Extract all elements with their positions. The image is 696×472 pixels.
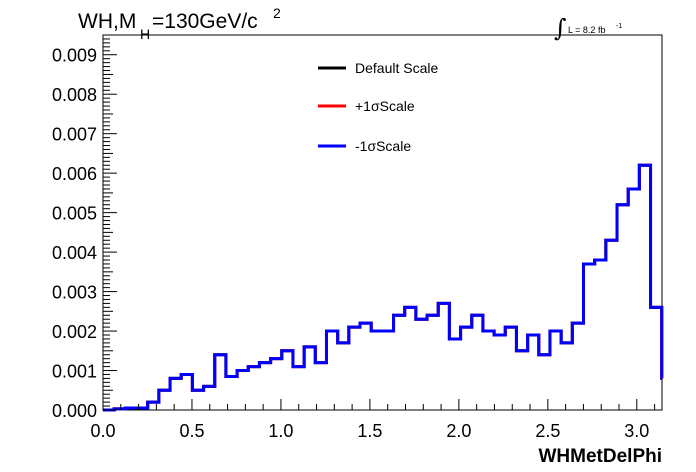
x-tick-label: 1.5 bbox=[357, 421, 382, 441]
y-tick-label: 0.008 bbox=[52, 85, 97, 105]
legend-label-0: Default Scale bbox=[355, 60, 438, 76]
y-tick-label: 0.003 bbox=[52, 283, 97, 303]
x-tick-label: 3.0 bbox=[624, 421, 649, 441]
legend-label-2: -1σScale bbox=[355, 138, 411, 154]
lumi-text: L = 8.2 fb bbox=[568, 25, 605, 35]
x-tick-label: 0.5 bbox=[179, 421, 204, 441]
axes-group bbox=[102, 38, 656, 411]
lumi-label: ∫ L = 8.2 fb -1 bbox=[554, 14, 622, 42]
legend: Default Scale +1σScale -1σScale bbox=[318, 60, 438, 154]
y-tick-label: 0.006 bbox=[52, 164, 97, 184]
series-group bbox=[103, 163, 664, 412]
y-tick-label: 0.004 bbox=[52, 243, 97, 263]
chart-title: WH,M H =130GeV/c 2 bbox=[78, 5, 281, 42]
x-axis-title: WHMetDelPhi bbox=[539, 446, 663, 467]
x-tick-labels: 0.0 0.5 1.0 1.5 2.0 2.5 3.0 bbox=[90, 421, 649, 441]
y-tick-label: 0.000 bbox=[52, 401, 97, 421]
y-tick-label: 0.001 bbox=[52, 362, 97, 382]
y-tick-label: 0.007 bbox=[52, 125, 97, 145]
x-tick-label: 0.0 bbox=[90, 421, 115, 441]
title-superscript: 2 bbox=[273, 5, 281, 21]
series-line-2 bbox=[103, 163, 664, 412]
plot-frame bbox=[102, 34, 663, 411]
x-tick-label: 2.5 bbox=[535, 421, 560, 441]
legend-label-1: +1σScale bbox=[355, 98, 415, 114]
plot-frame-rect bbox=[102, 34, 663, 411]
x-tick-label: 2.0 bbox=[446, 421, 471, 441]
y-tick-labels: 0.000 0.001 0.002 0.003 0.004 0.005 0.006 0.007… bbox=[52, 46, 97, 421]
title-subscript: H bbox=[140, 26, 150, 42]
title-rest: =130GeV/c bbox=[152, 10, 258, 33]
lumi-superscript: -1 bbox=[616, 23, 622, 30]
y-tick-label: 0.009 bbox=[52, 46, 97, 66]
integral-sign: ∫ bbox=[554, 14, 567, 42]
y-tick-label: 0.005 bbox=[52, 204, 97, 224]
x-tick-label: 1.0 bbox=[268, 421, 293, 441]
title-main: WH,M bbox=[78, 10, 136, 33]
y-tick-label: 0.002 bbox=[52, 322, 97, 342]
